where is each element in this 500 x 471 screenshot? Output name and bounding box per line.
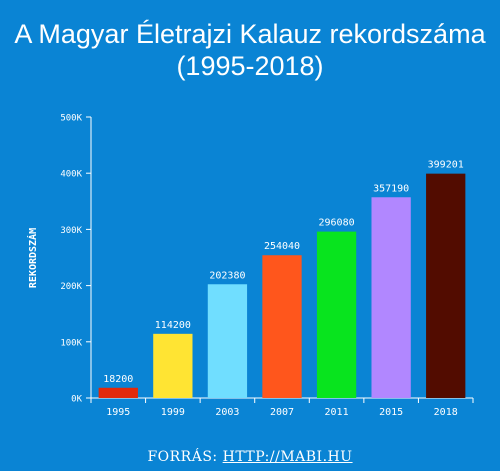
bars: 18200 114200 202380 254040 296080 357190 39920… (98, 160, 466, 398)
bar-2007 (262, 255, 302, 398)
x-tick-label-2018: 2018 (434, 407, 458, 418)
data-label-2015: 357190 (373, 183, 409, 194)
source-label: FORRÁS: (147, 449, 218, 465)
data-label-1995: 18200 (103, 374, 133, 385)
source-line: FORRÁS: HTTP://MABI.HU (0, 449, 500, 465)
x-tick-label-2003: 2003 (215, 407, 239, 418)
bar-2011 (316, 231, 357, 398)
bar-1999 (153, 333, 193, 398)
y-tick-label: 400K (60, 170, 82, 180)
chart-title-line-1: A Magyar Életrajzi Kalauz rekordszáma (14, 19, 486, 49)
x-tick-label-2015: 2015 (379, 407, 403, 418)
y-axis-label: REKORDSZÁM (26, 228, 39, 288)
y-tick-label: 300K (60, 226, 82, 236)
chart-title-line-2: (1995-2018) (176, 51, 324, 81)
x-tick-label-1999: 1999 (161, 407, 185, 418)
y-tick-label: 200K (60, 282, 82, 292)
bar-2018 (426, 173, 466, 398)
data-label-2007: 254040 (264, 241, 300, 252)
data-label-2018: 399201 (428, 160, 464, 171)
y-tick-label: 100K (60, 338, 82, 348)
y-tick-label: 0K (71, 395, 82, 405)
bar-2015 (371, 197, 411, 398)
x-tick-label-1995: 1995 (106, 407, 130, 418)
source-link[interactable]: HTTP://MABI.HU (222, 449, 353, 465)
data-label-2011: 296080 (319, 218, 355, 229)
x-tick-label-2007: 2007 (270, 407, 294, 418)
bar-1995 (98, 387, 138, 398)
x-axis: 1995 1999 2003 2007 2011 2015 2018 (90, 397, 474, 418)
chart-title: A Magyar Életrajzi Kalauz rekordszáma (1… (0, 18, 500, 82)
y-axis: 0K 100K 200K 300K 400K 500K (60, 114, 92, 405)
x-tick-label-2011: 2011 (325, 407, 349, 418)
bar-2003 (207, 284, 248, 398)
data-label-2003: 202380 (209, 270, 245, 281)
data-label-1999: 114200 (155, 320, 191, 331)
y-tick-label: 500K (60, 114, 82, 124)
